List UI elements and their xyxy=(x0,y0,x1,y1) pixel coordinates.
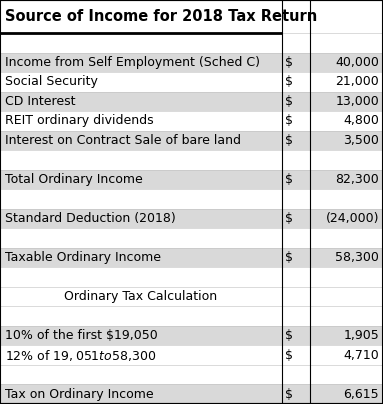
Bar xyxy=(0,92,383,111)
Bar xyxy=(0,209,383,228)
Text: Income from Self Employment (Sched C): Income from Self Employment (Sched C) xyxy=(5,56,260,69)
Text: Social Security: Social Security xyxy=(5,76,97,88)
Bar xyxy=(0,365,383,385)
Text: 4,710: 4,710 xyxy=(344,349,379,362)
Text: Total Ordinary Income: Total Ordinary Income xyxy=(5,173,142,186)
Text: 1,905: 1,905 xyxy=(344,329,379,342)
Text: $: $ xyxy=(285,95,293,108)
Text: 12% of $19,051 to $58,300: 12% of $19,051 to $58,300 xyxy=(5,348,156,363)
Bar xyxy=(0,326,383,345)
Text: Source of Income for 2018 Tax Return: Source of Income for 2018 Tax Return xyxy=(5,9,317,24)
Bar xyxy=(0,0,383,33)
Bar xyxy=(0,228,383,248)
Bar xyxy=(0,385,383,404)
Text: Taxable Ordinary Income: Taxable Ordinary Income xyxy=(5,251,160,264)
Text: 10% of the first $19,050: 10% of the first $19,050 xyxy=(5,329,157,342)
Bar xyxy=(0,170,383,189)
Bar xyxy=(0,33,383,53)
Text: $: $ xyxy=(285,251,293,264)
Text: $: $ xyxy=(285,173,293,186)
Text: CD Interest: CD Interest xyxy=(5,95,75,108)
Bar xyxy=(0,53,383,72)
Text: 58,300: 58,300 xyxy=(335,251,379,264)
Bar xyxy=(0,267,383,287)
Text: 21,000: 21,000 xyxy=(336,76,379,88)
Text: $: $ xyxy=(285,114,293,128)
Text: 4,800: 4,800 xyxy=(343,114,379,128)
Text: (24,000): (24,000) xyxy=(326,212,379,225)
Text: Interest on Contract Sale of bare land: Interest on Contract Sale of bare land xyxy=(5,134,241,147)
Text: 3,500: 3,500 xyxy=(343,134,379,147)
Bar xyxy=(0,131,383,150)
Bar xyxy=(0,248,383,267)
Text: REIT ordinary dividends: REIT ordinary dividends xyxy=(5,114,153,128)
Text: 6,615: 6,615 xyxy=(344,388,379,401)
Text: 13,000: 13,000 xyxy=(336,95,379,108)
Text: $: $ xyxy=(285,76,293,88)
Text: $: $ xyxy=(285,56,293,69)
Text: $: $ xyxy=(285,388,293,401)
Bar xyxy=(0,345,383,365)
Bar xyxy=(0,111,383,131)
Text: Ordinary Tax Calculation: Ordinary Tax Calculation xyxy=(64,290,217,303)
Bar xyxy=(0,287,383,306)
Text: $: $ xyxy=(285,212,293,225)
Text: $: $ xyxy=(285,349,293,362)
Text: Tax on Ordinary Income: Tax on Ordinary Income xyxy=(5,388,153,401)
Text: Standard Deduction (2018): Standard Deduction (2018) xyxy=(5,212,175,225)
Bar xyxy=(0,150,383,170)
Bar xyxy=(0,306,383,326)
Text: $: $ xyxy=(285,134,293,147)
Text: $: $ xyxy=(285,329,293,342)
Bar xyxy=(0,72,383,92)
Bar xyxy=(0,189,383,209)
Text: 82,300: 82,300 xyxy=(336,173,379,186)
Text: 40,000: 40,000 xyxy=(335,56,379,69)
